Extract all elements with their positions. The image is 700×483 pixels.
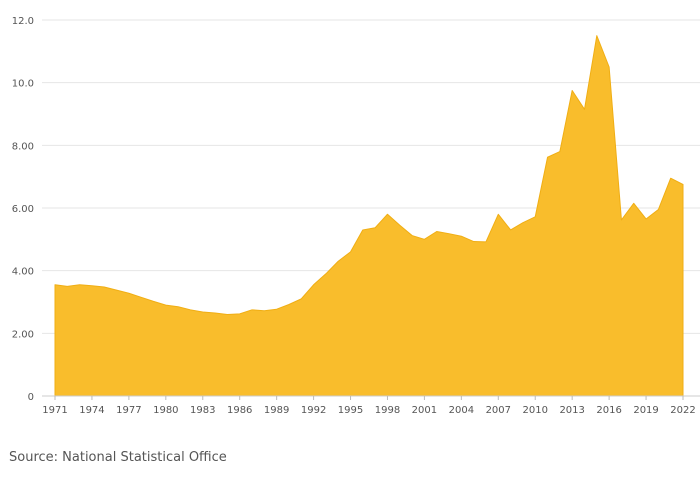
x-tick-label: 2001 (412, 405, 437, 416)
x-tick-label: 1983 (190, 405, 215, 416)
x-tick-label: 1992 (301, 405, 326, 416)
y-tick-label: 10.0 (12, 79, 34, 90)
x-tick-label: 2004 (449, 405, 474, 416)
y-tick-label: 12.0 (12, 16, 34, 27)
y-tick-label: 4.00 (12, 267, 34, 278)
x-tick-label: 2022 (670, 405, 695, 416)
y-tick-labels: 0 2.00 4.00 6.00 8.00 10.0 12.0 (12, 16, 34, 403)
axes (42, 395, 700, 400)
y-tick-label: 0 (28, 392, 34, 403)
series-area-group (54, 35, 684, 397)
x-tick-label: 1986 (227, 405, 252, 416)
x-tick-label: 1971 (42, 405, 67, 416)
x-tick-label: 1995 (338, 405, 363, 416)
source-note: Source: National Statistical Office (9, 450, 227, 465)
x-tick-label: 1998 (375, 405, 400, 416)
x-tick-label: 1980 (153, 405, 178, 416)
y-tick-label: 2.00 (12, 329, 34, 340)
x-tick-label: 1974 (79, 405, 104, 416)
y-tick-label: 8.00 (12, 141, 34, 152)
x-tick-label: 1977 (116, 405, 141, 416)
chart-container: 0 2.00 4.00 6.00 8.00 10.0 12.0 1971 1974 1977 19… (12, 16, 700, 416)
x-tick-label: 2007 (486, 405, 511, 416)
series-area (54, 35, 684, 397)
x-tick-label: 2016 (596, 405, 621, 416)
x-tick-label: 2019 (633, 405, 658, 416)
x-tick-label: 2013 (559, 405, 584, 416)
x-tick-label: 2010 (523, 405, 548, 416)
x-tick-labels: 1971 1974 1977 1980 1983 1986 1989 1992 1995 1998… (42, 405, 695, 416)
y-tick-label: 6.00 (12, 204, 34, 215)
x-tick-label: 1989 (264, 405, 289, 416)
